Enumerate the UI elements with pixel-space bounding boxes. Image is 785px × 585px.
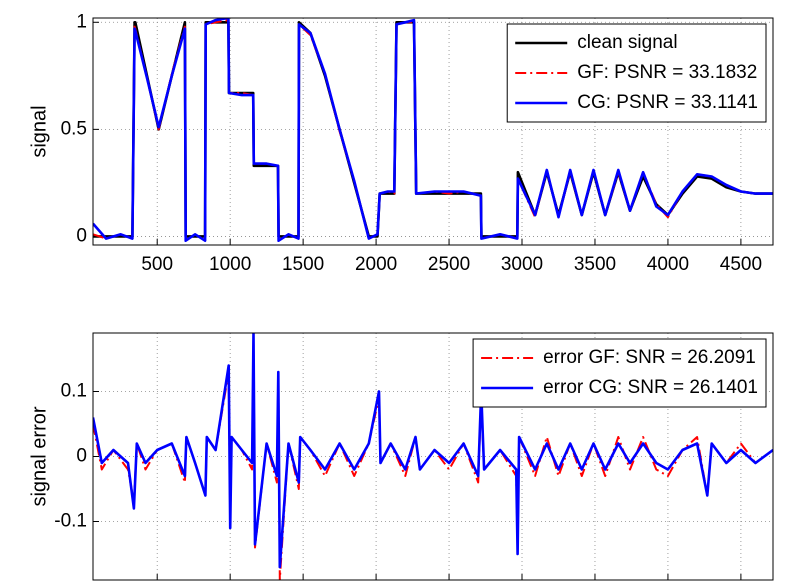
y-tick-label: 0.1 — [61, 381, 87, 402]
lines — [93, 333, 773, 580]
x-tick-label: 1000 — [209, 254, 251, 275]
axes: 500 1000 1500 2000 2500 3000 3500 4000 4500 0 0.5 1… — [28, 11, 774, 275]
y-tick-label: 0.5 — [61, 118, 87, 139]
x-tick-label: 500 — [141, 254, 173, 275]
axes-box — [92, 332, 774, 581]
legend: error GF: SNR = 26.2091 error CG: SNR = 2… — [472, 338, 767, 408]
y-tick-label: -0.1 — [54, 511, 87, 532]
y-axis-label: signal — [28, 105, 50, 157]
legend: clean signal GF: PSNR = 33.1832 CG: PSNR =… — [506, 23, 767, 123]
legend-label: error GF: SNR = 26.2091 — [543, 347, 756, 368]
legend-label: error CG: SNR = 26.1401 — [543, 377, 758, 398]
x-tick-label: 3500 — [574, 254, 616, 275]
legend-label: CG: PSNR = 33.1141 — [577, 92, 758, 113]
series-line — [93, 333, 773, 569]
x-tick-label: 2500 — [428, 254, 470, 275]
x-tick-label: 4500 — [720, 254, 762, 275]
legend-box — [506, 23, 767, 123]
y-tick-label: 0 — [76, 225, 87, 246]
axes-box — [92, 17, 774, 246]
y-axis-label: signal error — [28, 406, 50, 506]
legend-box — [472, 338, 767, 408]
x-tick-label: 2000 — [355, 254, 397, 275]
y-tick-label: 0 — [76, 446, 87, 467]
x-tick-label: 4000 — [647, 254, 689, 275]
axes: 50010001500200025003000350040004500-0.10… — [28, 332, 774, 581]
x-tick-label: 3000 — [501, 254, 543, 275]
legend-label: clean signal — [577, 32, 677, 53]
y-tick-label: 1 — [76, 11, 87, 32]
legend-label: GF: PSNR = 33.1832 — [577, 62, 757, 83]
series-line — [93, 18, 773, 242]
x-tick-label: 1500 — [282, 254, 324, 275]
lines — [93, 18, 773, 242]
